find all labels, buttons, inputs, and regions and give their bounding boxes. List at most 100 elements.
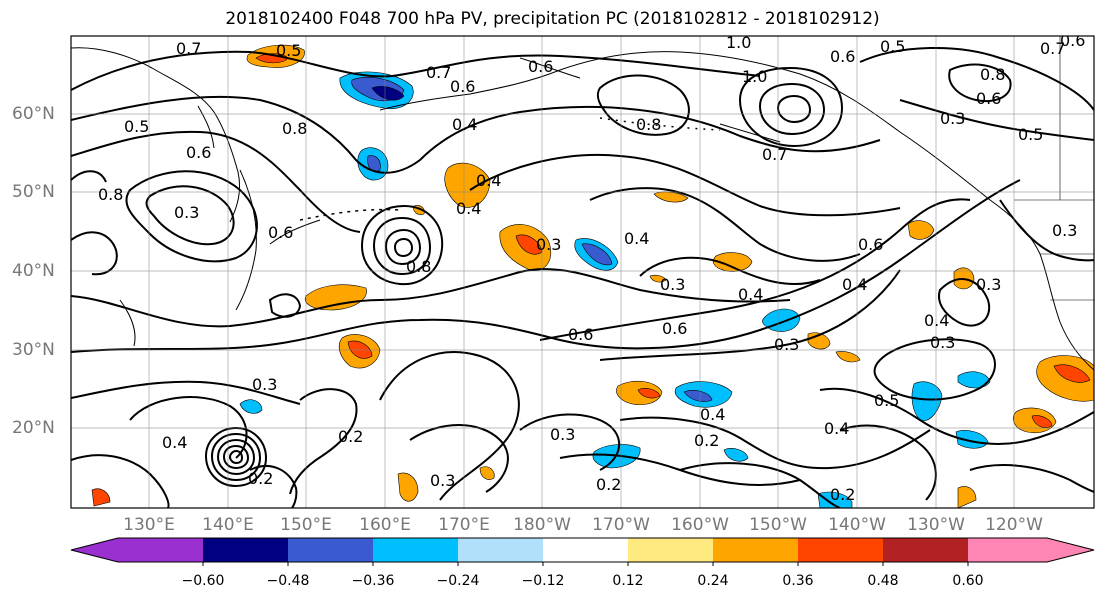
precip-patch — [239, 399, 263, 414]
pv-contour — [873, 338, 996, 401]
pv-contour — [71, 231, 118, 276]
precip-patch — [1053, 364, 1091, 383]
contour-label: 0.4 — [456, 199, 481, 218]
colorbar-tick-label: 0.60 — [952, 573, 984, 589]
contour-label: 0.8 — [98, 185, 123, 204]
precip-patch — [91, 488, 111, 507]
contour-label: 0.8 — [282, 119, 307, 138]
contour-label: 0.6 — [830, 47, 855, 66]
contour-label: 0.7 — [1040, 39, 1065, 58]
colorbar-segment — [628, 538, 713, 562]
pv-contour — [839, 424, 937, 501]
colorbar-segment — [373, 538, 458, 562]
precip-shading — [91, 44, 1094, 508]
lat-label: 40°N — [12, 261, 55, 281]
map-title: 2018102400 F048 700 hPa PV, precipitatio… — [225, 9, 880, 29]
contour-labels: 0.7 0.5 0.7 0.6 0.6 1.0 0.5 0.6 0.7 0.8 … — [98, 36, 1085, 504]
colorbar-tick-label: −0.12 — [521, 573, 565, 589]
contour-label: 0.6 — [662, 319, 687, 338]
colorbar-tick-label: −0.36 — [351, 573, 395, 589]
precip-patch — [444, 162, 491, 208]
contour-label: 0.3 — [536, 235, 561, 254]
pv-contour — [71, 170, 107, 183]
colorbar-outline — [70, 537, 1095, 563]
contour-label: 0.6 — [186, 143, 211, 162]
pv-contour — [71, 268, 791, 328]
colorbar — [70, 537, 1095, 566]
contour-label: 0.6 — [568, 325, 593, 344]
pv-contour — [249, 465, 298, 508]
lon-label: 160°E — [359, 515, 411, 535]
pv-contour — [639, 256, 821, 286]
pv-contour — [619, 416, 931, 470]
precip-patch — [683, 390, 713, 402]
contour-label: 0.3 — [174, 203, 199, 222]
colorbar-segment — [543, 538, 628, 562]
coastline — [197, 105, 215, 149]
pv-contour — [596, 74, 690, 136]
pv-contour — [268, 293, 302, 318]
pv-contour — [679, 462, 841, 508]
pv-contour — [969, 464, 1094, 493]
contour-label: 0.3 — [252, 375, 277, 394]
contour-label: 0.5 — [1018, 125, 1043, 144]
contour-label: 0.5 — [124, 117, 149, 136]
coastline — [71, 47, 241, 223]
colorbar-segment — [798, 538, 883, 562]
contour-label: 0.4 — [924, 311, 949, 330]
plot-area: 0.7 0.5 0.7 0.6 0.6 1.0 0.5 0.6 0.7 0.8 … — [71, 36, 1094, 508]
colorbar-segment — [713, 538, 798, 562]
colorbar-tick-label: −0.48 — [266, 573, 310, 589]
pv-contour — [469, 153, 901, 217]
precip-patch — [649, 274, 667, 283]
contour-label: 0.4 — [452, 115, 477, 134]
pv-contour — [859, 46, 1094, 111]
colorbar-extend-high — [1047, 538, 1094, 562]
contour-label: 0.4 — [476, 171, 501, 190]
contour-label: 0.4 — [624, 229, 649, 248]
contour-label: 0.3 — [774, 335, 799, 354]
pv-contour — [71, 179, 1021, 353]
contour-label: 0.6 — [976, 89, 1001, 108]
pv-contour — [125, 170, 258, 263]
lon-label: 170°W — [592, 515, 650, 535]
coastline — [269, 219, 321, 245]
contour-label: 0.2 — [338, 427, 363, 446]
coastline — [519, 57, 581, 79]
colorbar-tick-label: 0.36 — [782, 573, 814, 589]
contour-label: 0.3 — [1052, 221, 1077, 240]
pv-contour — [938, 278, 991, 327]
contour-label: 0.4 — [700, 405, 725, 424]
pv-contour — [379, 351, 520, 501]
lon-label: 140°E — [202, 515, 254, 535]
colorbar-tick-label: 0.12 — [612, 573, 644, 589]
contour-label: 0.3 — [430, 471, 455, 490]
precip-patch — [957, 486, 977, 508]
pv-contour — [222, 444, 250, 470]
pv-contour — [71, 454, 170, 508]
precip-patch — [616, 380, 663, 405]
pv-contour — [71, 130, 361, 233]
lon-label: 150°W — [749, 515, 807, 535]
precip-patch — [479, 466, 495, 480]
pv-contour — [999, 199, 1094, 262]
colorbar-tick-label: 0.24 — [697, 573, 729, 589]
contour-label: 0.3 — [660, 275, 685, 294]
contour-label: 0.2 — [596, 475, 621, 494]
pv-contour — [599, 269, 901, 361]
lon-label: 120°W — [985, 515, 1043, 535]
precip-patch — [397, 472, 419, 502]
colorbar-segment — [203, 538, 288, 562]
coastline — [719, 123, 781, 143]
contour-label: 0.2 — [694, 431, 719, 450]
lon-label: 130°W — [907, 515, 965, 535]
contour-label: 0.5 — [880, 37, 905, 56]
pv-contour — [948, 63, 1012, 102]
plot-frame — [70, 35, 1095, 509]
precip-patch — [1031, 415, 1053, 428]
pv-contour — [71, 50, 761, 91]
contour-label: 0.8 — [636, 115, 661, 134]
colorbar-segment — [288, 538, 373, 562]
contour-label: 0.7 — [426, 63, 451, 82]
contour-label: 0.6 — [268, 223, 293, 242]
